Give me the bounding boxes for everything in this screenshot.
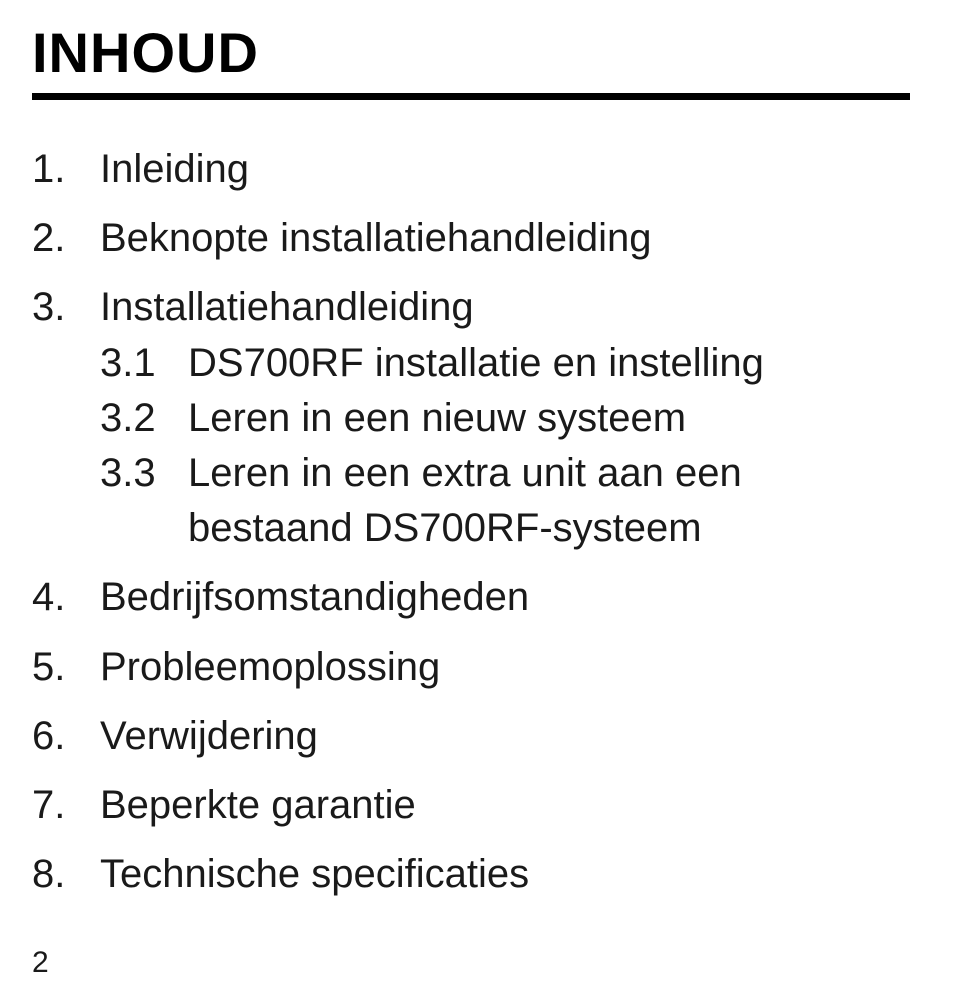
toc-text: Technische specificaties — [100, 847, 529, 902]
toc-number: 1. — [32, 142, 100, 197]
toc-entry-3-3: 3.3 Leren in een extra unit aan een best… — [100, 446, 910, 556]
toc-text: Leren in een extra unit aan een bestaand… — [188, 446, 910, 556]
toc-number: 3.2 — [100, 391, 188, 446]
toc-entry-6: 6. Verwijdering — [32, 709, 910, 764]
toc-text: Installatiehandleiding — [100, 280, 474, 335]
toc-number: 2. — [32, 211, 100, 266]
toc-entry-3-2: 3.2 Leren in een nieuw systeem — [100, 391, 910, 446]
toc-entry-8: 8. Technische specificaties — [32, 847, 910, 902]
title-rule — [32, 93, 910, 100]
toc-number: 4. — [32, 570, 100, 625]
toc-entry-7: 7. Beperkte garantie — [32, 778, 910, 833]
page-number: 2 — [32, 946, 49, 980]
toc-text: Verwijdering — [100, 709, 318, 764]
toc-text: Inleiding — [100, 142, 249, 197]
toc-entry-3-1: 3.1 DS700RF installatie en instelling — [100, 336, 910, 391]
toc-text: DS700RF installatie en instelling — [188, 336, 910, 391]
toc-number: 5. — [32, 640, 100, 695]
toc-number: 3. — [32, 280, 100, 335]
toc-text: Bedrijfsomstandigheden — [100, 570, 529, 625]
toc-entry-4: 4. Bedrijfsomstandigheden — [32, 570, 910, 625]
toc-text: Probleemoplossing — [100, 640, 440, 695]
toc-text: Beperkte garantie — [100, 778, 416, 833]
toc-text: Beknopte installatiehandleiding — [100, 211, 652, 266]
toc-entry-3: 3. Installatiehandleiding — [32, 280, 910, 335]
toc-entry-1: 1. Inleiding — [32, 142, 910, 197]
toc-text: Leren in een nieuw systeem — [188, 391, 910, 446]
toc-entry-2: 2. Beknopte installatiehandleiding — [32, 211, 910, 266]
toc-number: 7. — [32, 778, 100, 833]
toc-number: 8. — [32, 847, 100, 902]
toc-number: 3.3 — [100, 446, 188, 556]
toc-number: 6. — [32, 709, 100, 764]
toc-entry-5: 5. Probleemoplossing — [32, 640, 910, 695]
toc-number: 3.1 — [100, 336, 188, 391]
page-title: INHOUD — [32, 20, 910, 85]
table-of-contents: 1. Inleiding 2. Beknopte installatiehand… — [32, 142, 910, 902]
